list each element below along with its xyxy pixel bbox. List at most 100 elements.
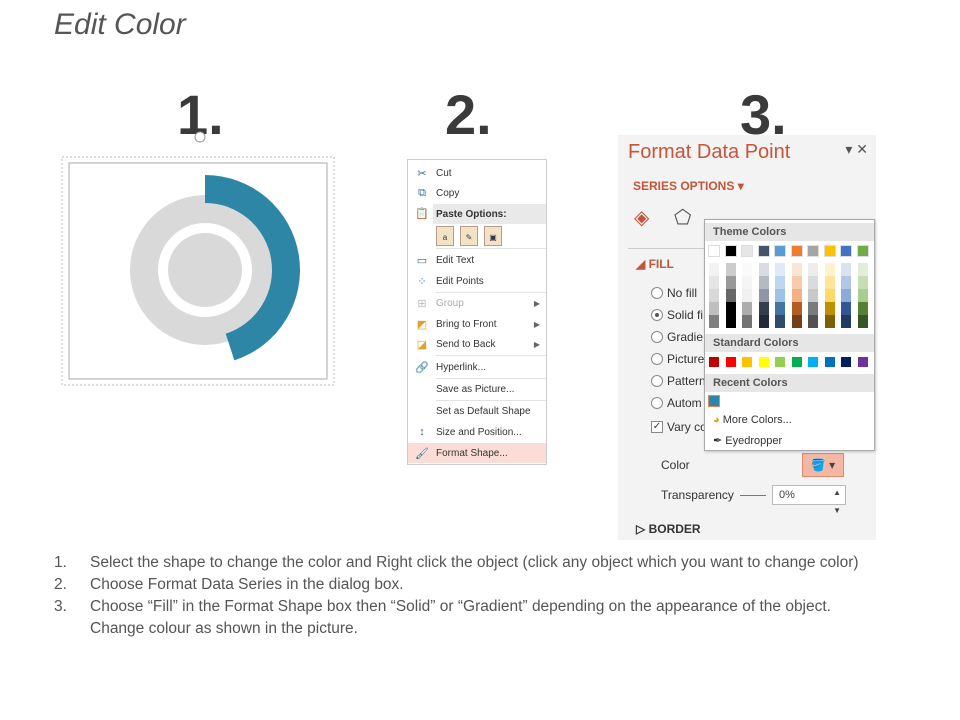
theme-color-shade-swatch[interactable]: [841, 263, 851, 276]
theme-color-shade-swatch[interactable]: [824, 263, 835, 276]
paste-destination-theme-icon[interactable]: ✎: [460, 226, 478, 246]
theme-color-swatch[interactable]: [757, 245, 770, 257]
theme-color-shade-swatch[interactable]: [808, 263, 818, 276]
theme-color-shade-swatch[interactable]: [791, 276, 802, 289]
theme-color-shade-swatch[interactable]: [725, 289, 736, 302]
menu-item-save-as-picture[interactable]: Save as Picture...: [408, 379, 546, 399]
rotate-handle[interactable]: [194, 131, 206, 143]
effects-tab-icon[interactable]: ⬠: [674, 207, 692, 229]
theme-color-shade-swatch[interactable]: [857, 276, 868, 289]
theme-color-shade-swatch[interactable]: [742, 315, 752, 328]
theme-color-shade-swatch[interactable]: [775, 276, 785, 289]
theme-color-swatch[interactable]: [840, 245, 852, 257]
standard-color-swatch[interactable]: [725, 357, 736, 367]
radio-gradient-fill[interactable]: Gradie: [651, 330, 703, 344]
theme-color-shade-swatch[interactable]: [742, 289, 752, 302]
radio-picture-fill[interactable]: Picture: [651, 352, 704, 366]
menu-item-send-to-back[interactable]: ◪ Send to Back ▶: [408, 334, 546, 354]
standard-color-swatch[interactable]: [709, 357, 719, 367]
border-section-header[interactable]: ▷ BORDER: [636, 522, 701, 536]
theme-color-shade-swatch[interactable]: [725, 263, 736, 276]
standard-color-swatch[interactable]: [857, 357, 868, 367]
theme-color-shade-swatch[interactable]: [775, 315, 785, 328]
theme-color-shade-swatch[interactable]: [758, 263, 769, 276]
series-options-dropdown[interactable]: SERIES OPTIONS ▾: [633, 179, 744, 193]
theme-color-shade-swatch[interactable]: [841, 276, 851, 289]
theme-color-swatch[interactable]: [807, 245, 819, 257]
theme-color-shade-swatch[interactable]: [742, 276, 752, 289]
menu-item-format-shape[interactable]: 🖌 Format Shape...: [408, 443, 546, 463]
radio-automatic[interactable]: Autom: [651, 396, 702, 410]
theme-color-shade-swatch[interactable]: [758, 289, 769, 302]
theme-color-shade-swatch[interactable]: [808, 315, 818, 328]
theme-color-swatch[interactable]: [856, 245, 869, 257]
theme-color-swatch[interactable]: [774, 245, 786, 257]
menu-item-bring-to-front[interactable]: ◩ Bring to Front ▶: [408, 314, 546, 334]
standard-color-swatch[interactable]: [791, 357, 802, 367]
more-colors-item[interactable]: ◕ More Colors...: [713, 414, 792, 426]
theme-color-shade-swatch[interactable]: [824, 276, 835, 289]
transparency-input[interactable]: 0% ▲ ▼: [772, 485, 846, 515]
theme-color-shade-swatch[interactable]: [725, 276, 736, 289]
theme-color-shade-swatch[interactable]: [841, 302, 851, 315]
theme-color-shade-swatch[interactable]: [808, 276, 818, 289]
theme-color-shade-swatch[interactable]: [791, 302, 802, 315]
fill-color-button[interactable]: 🪣 ▾: [802, 453, 844, 477]
close-icon[interactable]: ▾ ✕: [845, 141, 868, 157]
radio-no-fill[interactable]: No fill: [651, 286, 697, 300]
theme-color-shade-swatch[interactable]: [808, 302, 818, 315]
recent-color-swatch[interactable]: [708, 395, 720, 407]
paste-keep-formatting-icon[interactable]: a: [436, 226, 454, 246]
theme-color-swatch[interactable]: [724, 245, 737, 257]
standard-color-swatch[interactable]: [841, 357, 851, 367]
theme-color-swatch[interactable]: [741, 245, 753, 257]
theme-color-shade-swatch[interactable]: [857, 263, 868, 276]
theme-color-shade-swatch[interactable]: [758, 315, 769, 328]
menu-item-edit-points[interactable]: ⁘ Edit Points: [408, 271, 546, 291]
theme-color-shade-swatch[interactable]: [824, 289, 835, 302]
standard-color-swatch[interactable]: [808, 357, 818, 367]
donut-highlight-segment[interactable]: [205, 175, 300, 361]
theme-color-swatch[interactable]: [823, 245, 836, 257]
theme-color-shade-swatch[interactable]: [841, 315, 851, 328]
theme-color-shade-swatch[interactable]: [742, 263, 752, 276]
menu-item-edit-text[interactable]: ▭ Edit Text: [408, 250, 546, 270]
transparency-slider[interactable]: [740, 495, 766, 496]
theme-color-shade-swatch[interactable]: [791, 263, 802, 276]
standard-color-swatch[interactable]: [824, 357, 835, 367]
theme-color-shade-swatch[interactable]: [775, 263, 785, 276]
theme-color-shade-swatch[interactable]: [709, 315, 719, 328]
theme-color-shade-swatch[interactable]: [808, 289, 818, 302]
theme-color-shade-swatch[interactable]: [857, 302, 868, 315]
menu-item-set-default-shape[interactable]: Set as Default Shape: [408, 401, 546, 421]
theme-color-swatch[interactable]: [790, 245, 803, 257]
theme-color-shade-swatch[interactable]: [725, 302, 736, 315]
theme-color-shade-swatch[interactable]: [824, 302, 835, 315]
theme-color-shade-swatch[interactable]: [857, 289, 868, 302]
menu-item-copy[interactable]: ⧉ Copy: [408, 183, 546, 203]
radio-solid-fill[interactable]: Solid fi: [651, 308, 703, 322]
theme-color-shade-swatch[interactable]: [841, 289, 851, 302]
standard-color-swatch[interactable]: [742, 357, 752, 367]
fill-section-header[interactable]: ◢ FILL: [636, 257, 674, 271]
theme-color-shade-swatch[interactable]: [742, 302, 752, 315]
donut-figure[interactable]: [55, 125, 355, 395]
theme-color-shade-swatch[interactable]: [758, 302, 769, 315]
theme-color-shade-swatch[interactable]: [758, 276, 769, 289]
vary-colors-checkbox[interactable]: ✓ Vary co: [651, 420, 707, 434]
theme-color-shade-swatch[interactable]: [709, 276, 719, 289]
theme-color-shade-swatch[interactable]: [725, 315, 736, 328]
eyedropper-item[interactable]: ✒ Eyedropper: [713, 434, 782, 447]
menu-item-hyperlink[interactable]: 🔗 Hyperlink...: [408, 357, 546, 377]
theme-color-shade-swatch[interactable]: [709, 302, 719, 315]
fill-line-tab-icon[interactable]: ◈: [634, 207, 650, 229]
standard-color-swatch[interactable]: [775, 357, 785, 367]
theme-color-shade-swatch[interactable]: [824, 315, 835, 328]
theme-color-shade-swatch[interactable]: [775, 289, 785, 302]
theme-color-shade-swatch[interactable]: [857, 315, 868, 328]
theme-color-shade-swatch[interactable]: [791, 315, 802, 328]
menu-item-size-position[interactable]: ↕ Size and Position...: [408, 422, 546, 442]
theme-color-swatch[interactable]: [708, 245, 720, 257]
standard-color-swatch[interactable]: [758, 357, 769, 367]
theme-color-shade-swatch[interactable]: [791, 289, 802, 302]
